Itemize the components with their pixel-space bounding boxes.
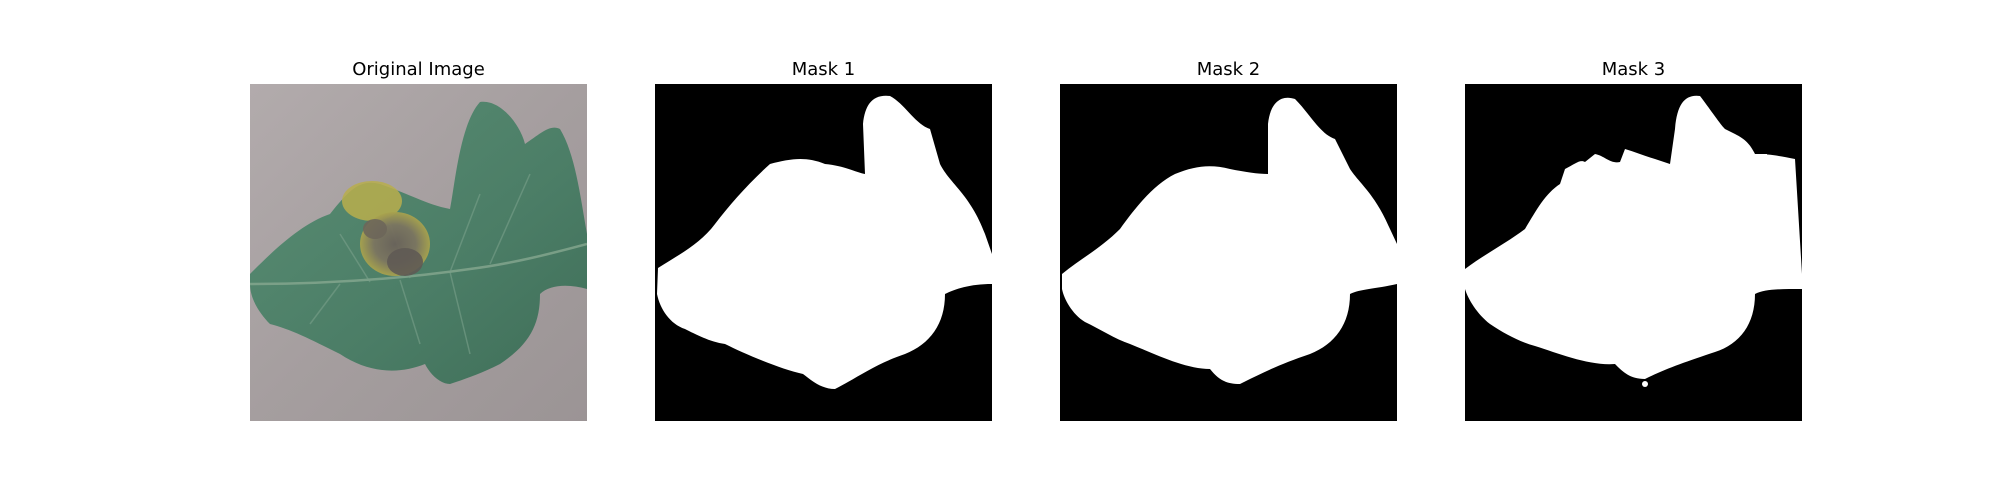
mask-3-region: [1465, 95, 1802, 379]
mask-3-title: Mask 3: [1601, 59, 1666, 80]
original-image-title: Original Image: [352, 59, 485, 80]
mask-1-title: Mask 1: [791, 59, 856, 80]
mask-2-region: [1062, 97, 1397, 384]
mask-3: [1465, 84, 1802, 421]
original-image: [250, 84, 587, 421]
mask-2: [1060, 84, 1397, 421]
leaf-photo: [250, 84, 587, 421]
mask-1: [655, 84, 992, 421]
mask-1-region: [657, 95, 992, 389]
mask-2-title: Mask 2: [1196, 59, 1261, 80]
